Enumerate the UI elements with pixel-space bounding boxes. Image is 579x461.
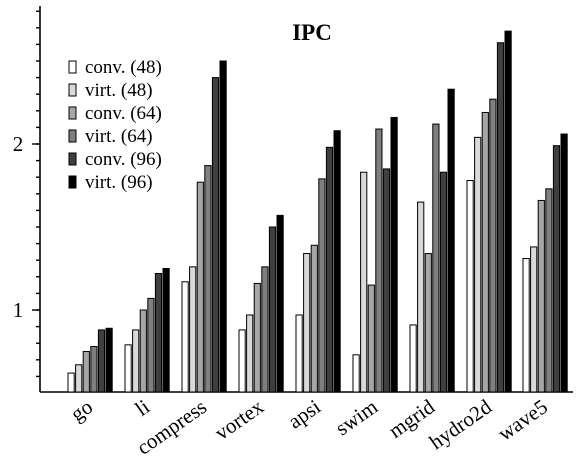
- bar-group-li: [124, 268, 170, 393]
- legend-label: conv. (64): [85, 103, 162, 124]
- bar-go-5: [105, 327, 113, 393]
- legend: conv. (48)virt. (48)conv. (64)virt. (64)…: [68, 57, 162, 193]
- legend-swatch: [68, 106, 77, 120]
- bar-wave5-3: [545, 188, 553, 393]
- x-tick-label: go: [66, 394, 97, 426]
- bar-wave5-1: [530, 246, 538, 393]
- bar-apsi-1: [303, 253, 311, 393]
- x-tick-label: wave5: [493, 394, 552, 445]
- legend-label: virt. (48): [85, 80, 153, 101]
- bar-group-go: [67, 327, 113, 393]
- bar-compress-1: [189, 266, 197, 393]
- x-tick-label: vortex: [210, 394, 268, 445]
- bar-mgrid-4: [439, 171, 448, 393]
- legend-swatch: [68, 129, 77, 143]
- bar-li-4: [154, 272, 163, 393]
- bar-group-apsi: [295, 130, 341, 393]
- bar-hydro2d-5: [504, 30, 512, 393]
- bar-wave5-2: [537, 199, 545, 393]
- x-tick-label: hydro2d: [425, 394, 497, 454]
- bar-apsi-2: [310, 244, 318, 393]
- bar-group-compress: [181, 60, 227, 393]
- bar-compress-2: [196, 181, 204, 393]
- bar-vortex-3: [261, 266, 269, 393]
- legend-label: virt. (96): [85, 172, 153, 193]
- bar-swim-5: [390, 116, 398, 393]
- y-minor-ticks: [36, 10, 40, 378]
- bars: [67, 30, 568, 393]
- bar-li-5: [162, 268, 170, 393]
- legend-swatch: [68, 152, 77, 166]
- y-tick-label: 2: [13, 132, 24, 156]
- bar-swim-2: [367, 284, 375, 393]
- bar-group-vortex: [238, 214, 284, 393]
- bar-compress-4: [211, 77, 220, 393]
- legend-swatch: [68, 60, 77, 74]
- bar-go-4: [97, 329, 106, 393]
- bar-wave5-4: [552, 145, 561, 393]
- bar-wave5-0: [522, 258, 530, 393]
- bar-apsi-3: [318, 178, 326, 393]
- bar-go-0: [67, 372, 75, 393]
- bar-swim-4: [382, 168, 391, 393]
- bar-mgrid-0: [409, 324, 417, 393]
- y-tick-label: 1: [13, 298, 24, 322]
- bar-li-0: [124, 344, 132, 393]
- x-tick-label: apsi: [283, 394, 325, 433]
- y-ticks: 12: [13, 132, 40, 322]
- bar-vortex-2: [253, 282, 261, 393]
- bar-group-hydro2d: [466, 30, 512, 393]
- bar-go-3: [90, 346, 98, 393]
- bar-go-1: [75, 364, 83, 393]
- bar-hydro2d-4: [496, 42, 505, 393]
- x-tick-label: li: [131, 394, 154, 420]
- bar-hydro2d-0: [466, 180, 474, 393]
- bar-compress-0: [181, 281, 189, 393]
- bar-li-2: [139, 309, 147, 393]
- bar-hydro2d-3: [489, 98, 497, 393]
- bar-wave5-5: [560, 133, 568, 393]
- bar-li-1: [132, 329, 140, 393]
- bar-group-wave5: [522, 133, 568, 393]
- bar-apsi-0: [295, 314, 303, 393]
- legend-swatch: [68, 175, 77, 189]
- x-tick-label: swim: [331, 394, 382, 440]
- bar-mgrid-5: [447, 88, 455, 393]
- legend-label: conv. (48): [85, 57, 162, 78]
- bar-mgrid-3: [432, 123, 440, 393]
- bar-compress-3: [204, 165, 212, 393]
- bar-swim-0: [352, 354, 360, 393]
- bar-apsi-4: [325, 146, 334, 393]
- legend-label: virt. (64): [85, 126, 153, 147]
- legend-swatch: [68, 83, 77, 97]
- chart-title: IPC: [292, 20, 332, 45]
- bar-group-mgrid: [409, 88, 455, 393]
- bar-swim-1: [360, 171, 368, 393]
- bar-mgrid-2: [424, 253, 432, 393]
- bar-swim-3: [375, 128, 383, 393]
- bar-vortex-1: [246, 314, 254, 393]
- bar-mgrid-1: [417, 201, 425, 393]
- bar-compress-5: [219, 60, 227, 393]
- bar-vortex-0: [238, 329, 246, 393]
- bar-go-2: [82, 351, 90, 393]
- bar-apsi-5: [333, 130, 341, 393]
- bar-group-swim: [352, 116, 398, 393]
- legend-label: conv. (96): [85, 149, 162, 170]
- bar-hydro2d-2: [481, 111, 489, 393]
- bar-hydro2d-1: [474, 136, 482, 393]
- bar-vortex-4: [268, 226, 277, 393]
- bar-li-3: [147, 297, 155, 393]
- bar-vortex-5: [276, 214, 284, 393]
